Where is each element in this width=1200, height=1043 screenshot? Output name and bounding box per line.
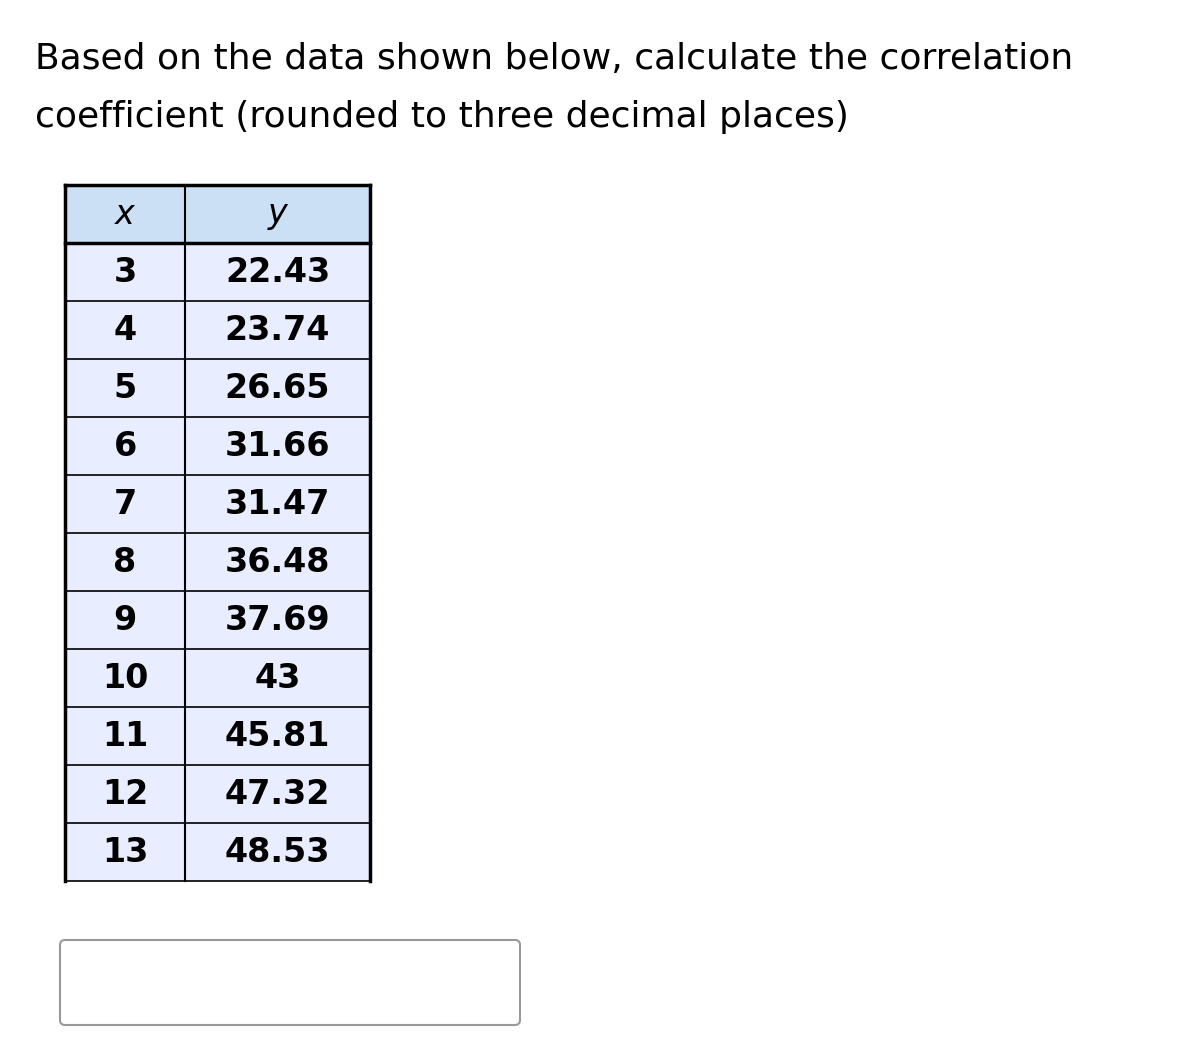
Bar <box>65 475 185 533</box>
Bar <box>185 185 370 243</box>
Bar <box>65 533 185 591</box>
Text: 10: 10 <box>102 661 148 695</box>
Text: 31.66: 31.66 <box>224 430 330 462</box>
Text: 45.81: 45.81 <box>224 720 330 752</box>
Bar <box>65 417 185 475</box>
Text: 22.43: 22.43 <box>224 256 330 289</box>
Bar <box>185 243 370 301</box>
Bar <box>65 243 185 301</box>
Bar <box>185 359 370 417</box>
Bar <box>185 417 370 475</box>
Text: 26.65: 26.65 <box>224 371 330 405</box>
Text: 12: 12 <box>102 777 148 810</box>
Bar <box>185 823 370 881</box>
Text: 8: 8 <box>113 545 137 579</box>
Bar <box>65 765 185 823</box>
Text: 43: 43 <box>254 661 301 695</box>
Text: Based on the data shown below, calculate the correlation: Based on the data shown below, calculate… <box>35 42 1073 76</box>
Bar <box>65 185 185 243</box>
Bar <box>185 533 370 591</box>
Bar <box>65 301 185 359</box>
Bar <box>185 707 370 765</box>
Text: coefficient (rounded to three decimal places): coefficient (rounded to three decimal pl… <box>35 100 848 134</box>
Text: 47.32: 47.32 <box>224 777 330 810</box>
Text: y: y <box>268 197 287 231</box>
Text: 4: 4 <box>114 314 137 346</box>
Text: 9: 9 <box>113 604 137 636</box>
Text: 7: 7 <box>113 487 137 520</box>
Text: 36.48: 36.48 <box>224 545 330 579</box>
Bar <box>185 475 370 533</box>
Text: 5: 5 <box>113 371 137 405</box>
Text: 6: 6 <box>113 430 137 462</box>
Bar <box>65 649 185 707</box>
Text: 13: 13 <box>102 835 148 869</box>
Text: 48.53: 48.53 <box>224 835 330 869</box>
Bar <box>65 823 185 881</box>
Text: x: x <box>115 197 134 231</box>
Bar <box>65 707 185 765</box>
Bar <box>185 301 370 359</box>
Text: 37.69: 37.69 <box>224 604 330 636</box>
Bar <box>185 591 370 649</box>
Text: 3: 3 <box>113 256 137 289</box>
Bar <box>185 649 370 707</box>
Text: 31.47: 31.47 <box>224 487 330 520</box>
Text: 23.74: 23.74 <box>224 314 330 346</box>
Bar <box>185 765 370 823</box>
FancyBboxPatch shape <box>60 940 520 1025</box>
Bar <box>65 359 185 417</box>
Bar <box>65 591 185 649</box>
Text: 11: 11 <box>102 720 148 752</box>
